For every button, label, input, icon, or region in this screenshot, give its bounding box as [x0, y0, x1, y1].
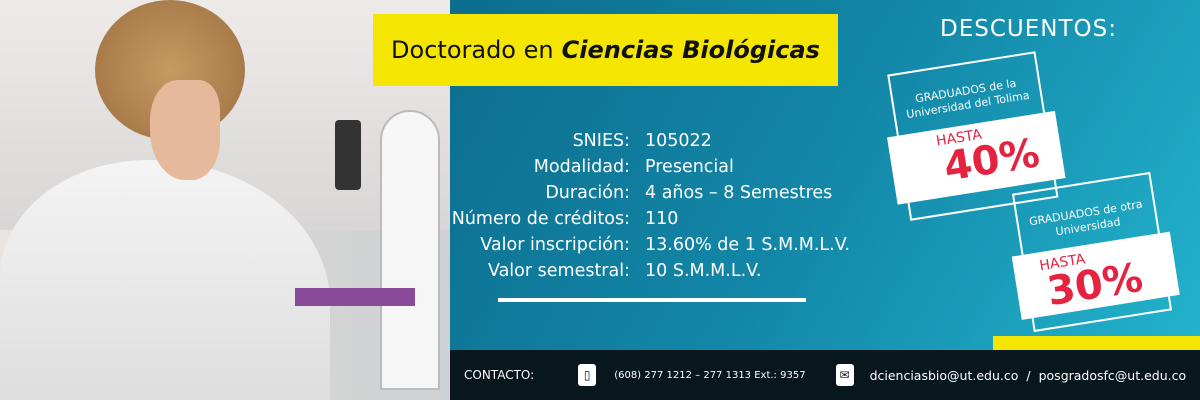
contact-phone[interactable]: (608) 277 1212 – 277 1313 Ext.: 9357 — [614, 369, 806, 381]
info-row: Valor semestral: 10 S.M.M.L.V. — [450, 258, 870, 284]
info-row: Modalidad: Presencial — [450, 154, 870, 180]
discounts-heading: DESCUENTOS: — [940, 16, 1117, 42]
divider — [498, 298, 806, 302]
contact-email-1[interactable]: dcienciasbio@ut.edu.co — [869, 367, 1019, 383]
phone-icon: ▯ — [578, 364, 597, 386]
info-label: Valor inscripción: — [480, 235, 630, 255]
info-row: Número de créditos: 110 — [450, 206, 870, 232]
contact-email-2[interactable]: posgradosfc@ut.edu.co — [1038, 367, 1187, 383]
discount-badge-other: GRADUADOS de otra Universidad HASTA 30% — [1002, 170, 1182, 333]
info-value: 110 — [645, 209, 679, 229]
info-label: Modalidad: — [533, 157, 630, 177]
info-label: SNIES: — [572, 131, 630, 151]
contact-footer: CONTACTO: ▯ (608) 277 1212 – 277 1313 Ex… — [450, 350, 1200, 400]
contact-label: CONTACTO: — [464, 368, 535, 382]
title-bold: Ciencias Biológicas — [561, 36, 820, 64]
info-value: 13.60% de 1 S.M.M.L.V. — [645, 235, 851, 255]
info-label: Duración: — [545, 183, 630, 203]
info-value: 105022 — [645, 131, 712, 151]
info-row: Valor inscripción: 13.60% de 1 S.M.M.L.V. — [450, 232, 870, 258]
info-label: Número de créditos: — [451, 209, 630, 229]
info-value: 10 S.M.M.L.V. — [645, 261, 762, 281]
info-row: Duración: 4 años – 8 Semestres — [450, 180, 870, 206]
email-separator: / — [1026, 367, 1031, 383]
info-row: SNIES: 105022 — [450, 128, 870, 154]
title-regular: Doctorado en — [391, 36, 554, 64]
mail-icon: ✉ — [835, 364, 854, 386]
info-value: Presencial — [645, 157, 734, 177]
program-title: Doctorado en Ciencias Biológicas — [373, 14, 838, 86]
info-value: 4 años – 8 Semestres — [645, 183, 833, 203]
info-label: Valor semestral: — [487, 261, 630, 281]
accent-bar — [993, 336, 1200, 352]
program-info: SNIES: 105022 Modalidad: Presencial Duraci… — [450, 128, 870, 284]
